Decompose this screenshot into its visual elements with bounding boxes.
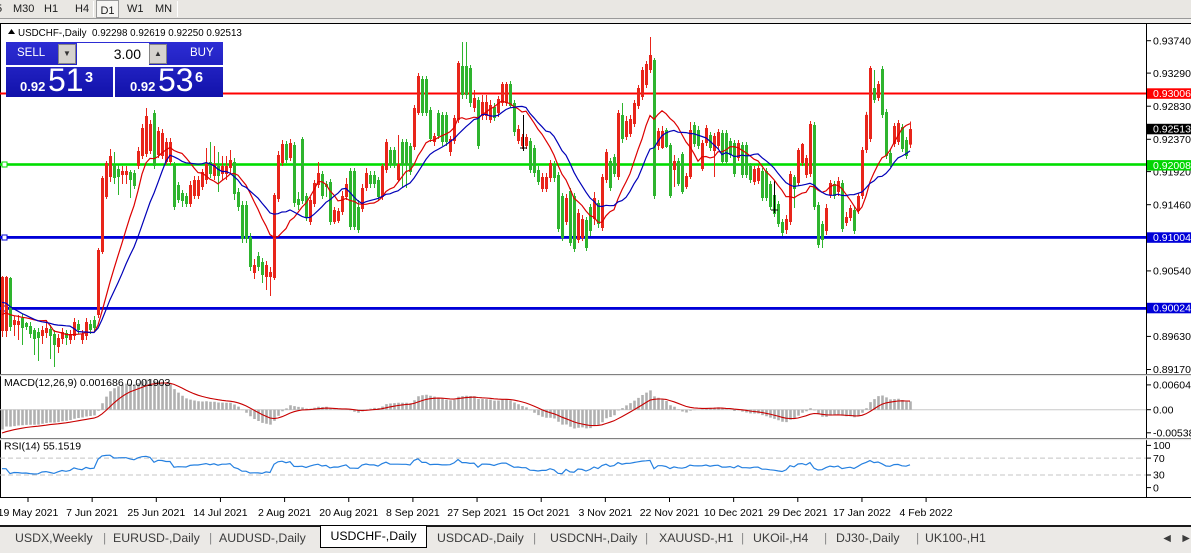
svg-text:0.92513: 0.92513 [1153,124,1191,136]
svg-text:0.93290: 0.93290 [1153,68,1191,80]
svg-text:22 Nov 2021: 22 Nov 2021 [640,507,700,519]
svg-text:20 Aug 2021: 20 Aug 2021 [319,507,378,519]
svg-text:0.89630: 0.89630 [1153,331,1191,343]
svg-text:8 Sep 2021: 8 Sep 2021 [386,507,440,519]
svg-text:30: 30 [1153,470,1165,482]
svg-text:7 Jun 2021: 7 Jun 2021 [66,507,118,519]
svg-text:0.89170: 0.89170 [1153,364,1191,376]
svg-text:10 Dec 2021: 10 Dec 2021 [704,507,764,519]
svg-text:100: 100 [1153,440,1171,452]
svg-text:17 Jan 2022: 17 Jan 2022 [833,507,891,519]
svg-text:0.92370: 0.92370 [1153,134,1191,146]
svg-text:3 Nov 2021: 3 Nov 2021 [578,507,632,519]
svg-text:29 Dec 2021: 29 Dec 2021 [768,507,828,519]
svg-text:70: 70 [1153,453,1165,465]
svg-text:27 Sep 2021: 27 Sep 2021 [447,507,507,519]
svg-text:0.90540: 0.90540 [1153,266,1191,278]
svg-text:-0.005383: -0.005383 [1153,428,1191,440]
svg-text:RSI(14) 55.1519: RSI(14) 55.1519 [4,441,81,453]
svg-text:0.91460: 0.91460 [1153,199,1191,211]
svg-text:0.93740: 0.93740 [1153,35,1191,47]
svg-text:14 Jul 2021: 14 Jul 2021 [193,507,247,519]
svg-text:0.92830: 0.92830 [1153,101,1191,113]
svg-text:0.00: 0.00 [1153,404,1174,416]
svg-text:MACD(12,26,9) 0.001686 0.00190: MACD(12,26,9) 0.001686 0.001903 [4,377,171,389]
svg-text:25 Jun 2021: 25 Jun 2021 [127,507,185,519]
svg-text:0.91004: 0.91004 [1153,232,1191,244]
svg-text:15 Oct 2021: 15 Oct 2021 [513,507,570,519]
svg-text:4 Feb 2022: 4 Feb 2022 [900,507,953,519]
svg-text:0.006045: 0.006045 [1153,380,1191,392]
svg-text:2 Aug 2021: 2 Aug 2021 [258,507,311,519]
svg-text:0: 0 [1153,482,1159,494]
svg-text:0.90024: 0.90024 [1153,303,1191,315]
svg-text:0.93006: 0.93006 [1153,88,1191,100]
svg-text:0.92008: 0.92008 [1153,160,1191,172]
svg-text:19 May 2021: 19 May 2021 [0,507,59,519]
svg-text:USDCHF-,Daily 0.92298 0.92619: USDCHF-,Daily 0.92298 0.92619 0.92250 0.… [18,28,242,39]
